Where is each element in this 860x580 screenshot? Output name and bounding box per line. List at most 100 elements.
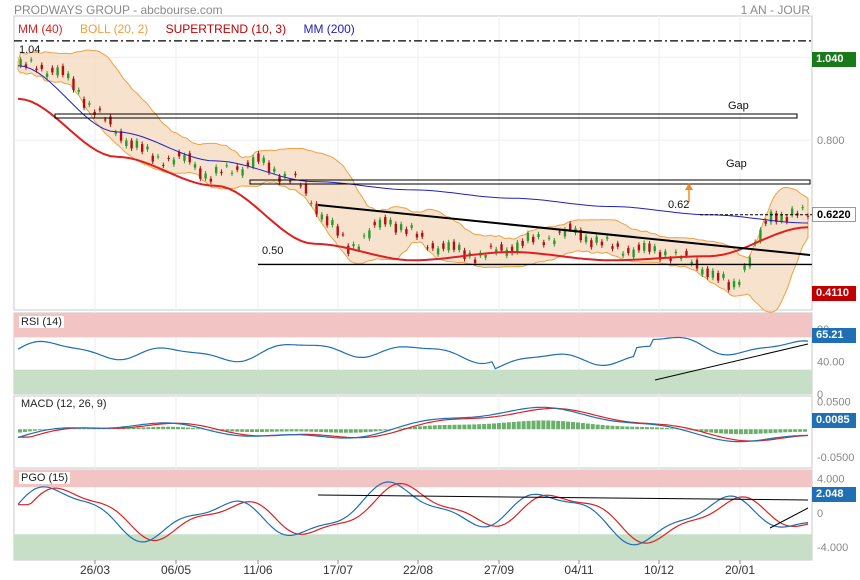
macd-hist [640, 426, 645, 430]
candle-body [362, 235, 366, 237]
candle-body [368, 230, 371, 239]
x-label-5: 27/09 [484, 563, 514, 577]
candle-body [325, 216, 329, 226]
candle-body [384, 217, 387, 225]
candle-body [352, 244, 355, 247]
macd-hist [724, 429, 729, 434]
pgo-support-trendline [769, 507, 809, 529]
candle-body [558, 231, 561, 233]
candle-body [19, 59, 22, 66]
macd-hist [669, 428, 674, 430]
candle-body [769, 211, 773, 223]
gap-box-upper [54, 113, 798, 119]
candle-body [61, 66, 65, 75]
macd-hist [501, 422, 506, 430]
macd-hist [250, 429, 255, 433]
candle-body [357, 246, 361, 250]
rsi-ytick-1: 40.00 [817, 357, 845, 369]
candle-body [484, 254, 487, 258]
candle-body [246, 162, 250, 167]
candle-body [373, 221, 376, 226]
macd-hist [442, 424, 447, 430]
candle-body [500, 244, 503, 251]
macd-hist [176, 426, 180, 430]
candle-body [674, 251, 678, 254]
badge-low: 0.4110 [812, 286, 856, 301]
x-label-6: 04/11 [564, 563, 593, 577]
candle-body [193, 164, 197, 168]
macd-label: MACD (12, 26, 9) [19, 398, 109, 410]
macd-hist [363, 429, 368, 433]
macd-hist [42, 429, 47, 430]
candle-body [283, 173, 287, 177]
candle-body [421, 232, 424, 237]
legend-mm200: MM (200) [303, 22, 355, 36]
candle-body [267, 162, 271, 173]
candle-body [547, 237, 551, 239]
macd-hist [245, 429, 250, 432]
x-label-3: 17/07 [323, 563, 353, 577]
candle-body [537, 234, 540, 237]
level-label-0.50: 0.50 [262, 245, 284, 257]
x-label-4: 22/08 [403, 563, 433, 577]
legend-supertrend: SUPERTREND (10, 3) [165, 22, 287, 36]
macd-hist [279, 429, 284, 432]
candle-body [563, 229, 567, 237]
macd-hist [452, 424, 457, 430]
macd-hist [269, 429, 274, 432]
macd-hist [551, 420, 556, 430]
candle-body [288, 180, 292, 182]
macd-hist [190, 427, 195, 430]
candle-body [801, 207, 804, 209]
candle-body [489, 245, 493, 247]
x-label-1: 06/05 [161, 563, 191, 577]
macd-hist [699, 429, 704, 432]
candle-body [278, 176, 281, 183]
candle-body [220, 171, 223, 174]
macd-hist [610, 425, 615, 430]
candle-body [135, 140, 139, 148]
candle-body [442, 243, 445, 249]
candle-body [727, 282, 730, 290]
candle-body [341, 234, 345, 236]
candle-body [759, 229, 762, 242]
candle-body [637, 244, 641, 251]
candle-body [526, 233, 530, 241]
macd-hist [180, 427, 185, 430]
macd-hist [210, 429, 215, 430]
candle-body [103, 119, 107, 121]
candle-body [35, 68, 38, 71]
macd-hist [18, 429, 22, 433]
candle-body [410, 225, 413, 228]
macd-hist [334, 429, 338, 433]
candle-body [405, 229, 408, 234]
macd-hist [126, 428, 131, 430]
candle-body [579, 229, 582, 241]
candle-body [458, 244, 461, 250]
macd-hist [398, 428, 403, 430]
pgo-label: PGO (15) [19, 472, 71, 484]
macd-hist [383, 429, 388, 431]
macd-hist [462, 424, 467, 430]
macd-hist [590, 424, 595, 430]
candle-body [611, 246, 614, 249]
candle-body [167, 157, 170, 159]
candle-body [706, 268, 709, 278]
macd-hist [368, 429, 373, 432]
macd-hist [536, 420, 541, 430]
macd-hist [600, 425, 605, 430]
candle-body [764, 220, 767, 224]
macd-hist [72, 428, 77, 430]
pgo-ytick-0: 4.000 [817, 474, 845, 486]
rsi-ytick-2: 0 [817, 389, 823, 401]
macd-hist [161, 426, 166, 430]
candle-body [495, 249, 498, 254]
macd-hist [595, 424, 600, 430]
macd-hist [531, 420, 536, 430]
candle-body [236, 166, 239, 170]
candle-body [140, 144, 144, 152]
badge-macd: 0.0085 [812, 413, 856, 428]
candle-body [204, 173, 207, 179]
macd-hist [477, 424, 482, 430]
macd-hist [714, 429, 719, 433]
